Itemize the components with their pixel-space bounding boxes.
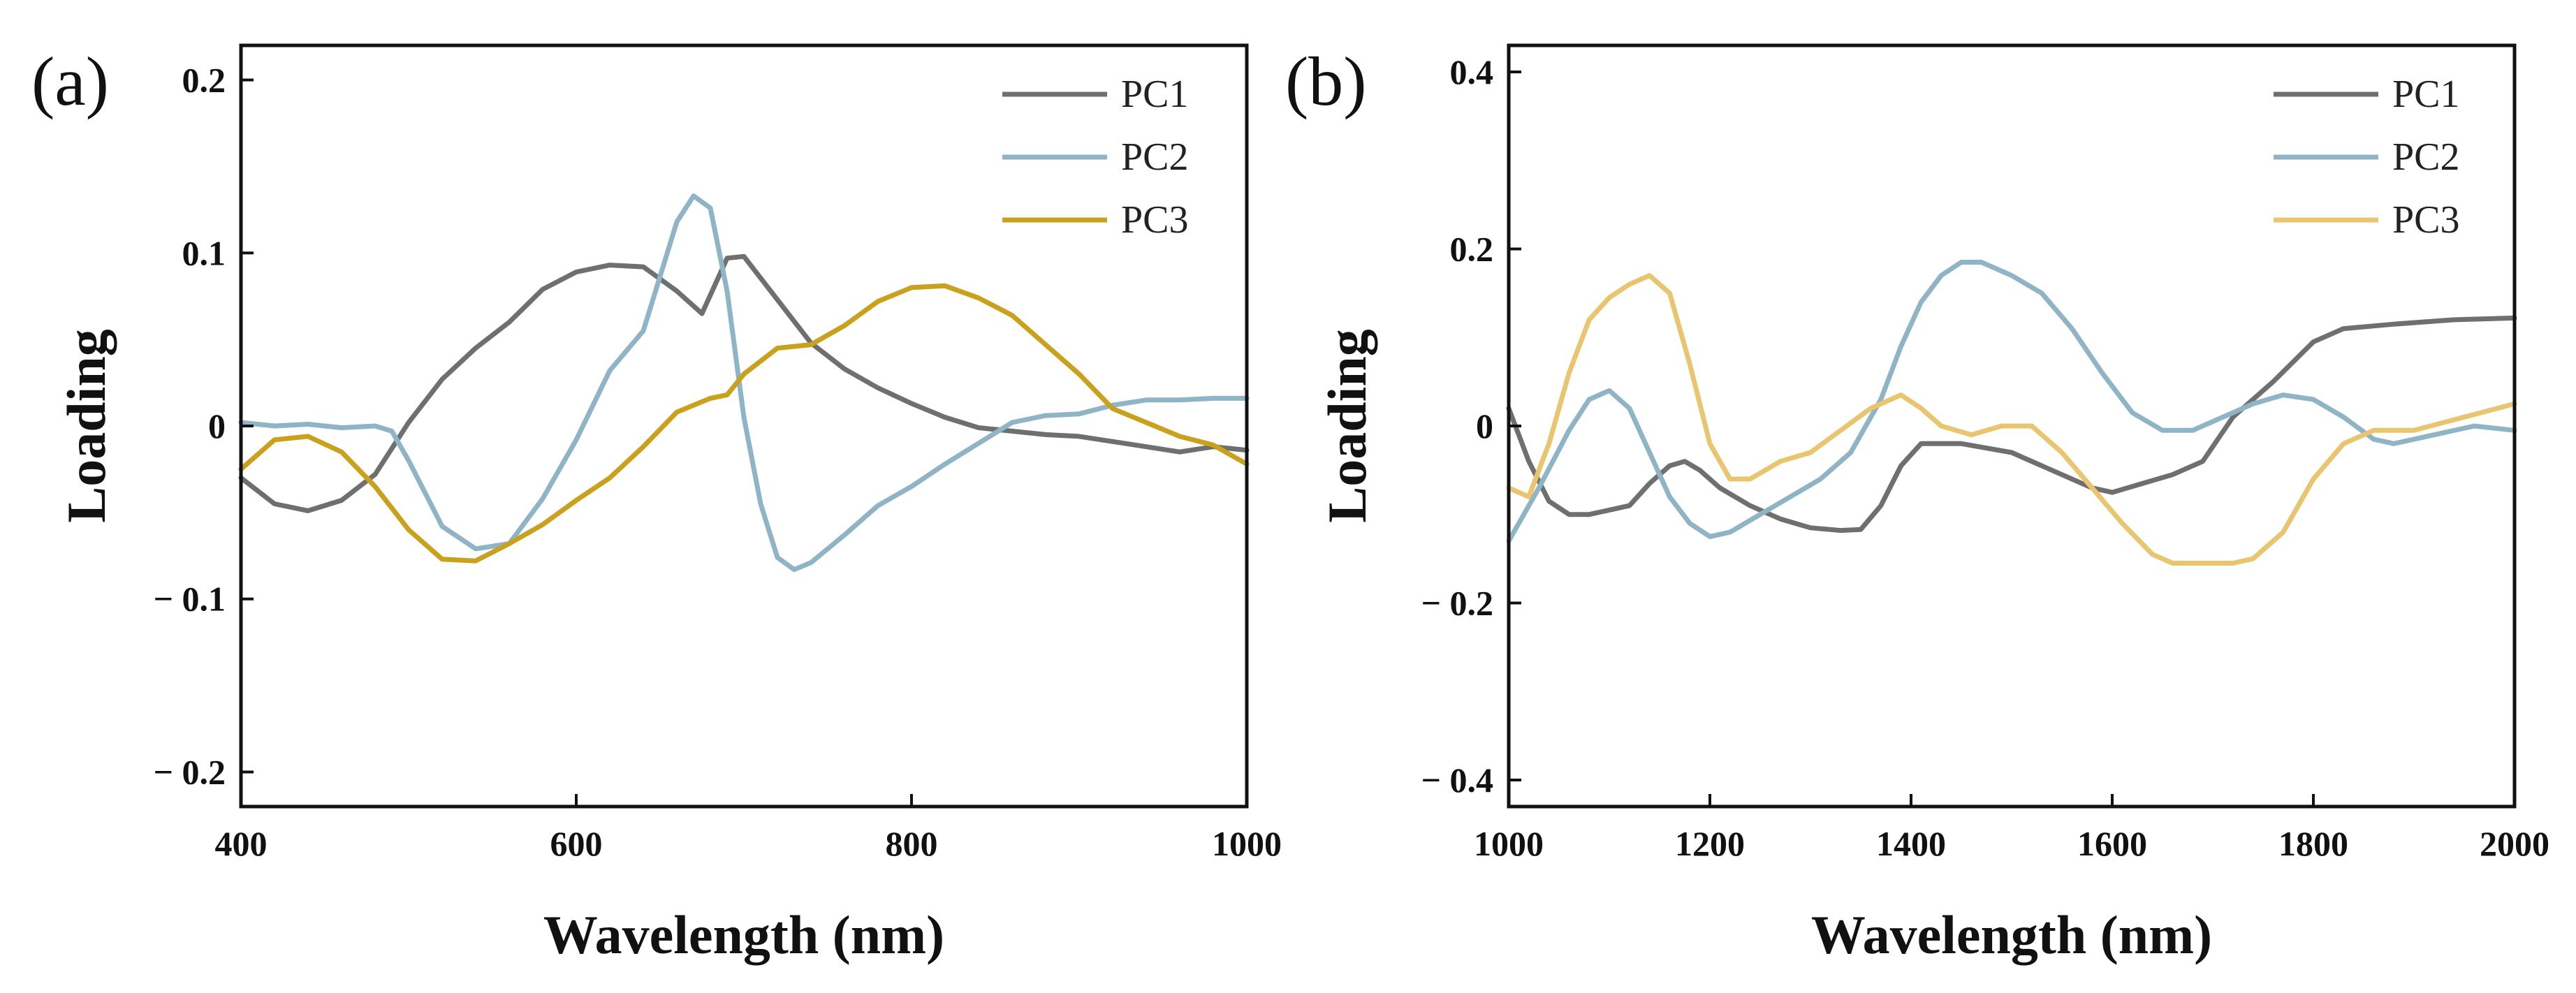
panel-b-series <box>1506 260 2517 566</box>
panel-b-series-pc2 <box>1506 260 2517 544</box>
panel-a-y-tick-label: − 0.2 <box>154 752 226 791</box>
panel-b-x-tick-label: 1400 <box>1876 824 1946 863</box>
panel-b-series-pc3 <box>1506 273 2517 566</box>
panel-label-b: (b) <box>1285 43 1367 120</box>
panel-b-legend-label-pc2: PC2 <box>2392 135 2460 179</box>
panel-b-y-tick-label: − 0.4 <box>1421 760 1494 800</box>
panel-a-series-pc3 <box>238 283 1250 564</box>
panel-a-y-axis-title: Loading <box>56 329 117 522</box>
panel-a-legend-label-pc2: PC2 <box>1121 135 1189 179</box>
panel-a-y-tick-label: − 0.1 <box>154 580 226 619</box>
panel-b-x-tick-label: 1800 <box>2278 824 2348 863</box>
panel-b-x-tick-label: 1200 <box>1675 824 1745 863</box>
panel-a-series-pc2 <box>238 193 1250 573</box>
panel-b-y-axis-title: Loading <box>1317 329 1377 522</box>
panel-a-x-tick-label: 1000 <box>1212 824 1282 863</box>
panel-b: (b) 1000 1200 1400 1600 1800 2000 0.4 0.2 0 − 0.2… <box>1285 43 2549 965</box>
panel-a-x-tick-label: 800 <box>886 824 938 863</box>
panel-a-x-tick-label: 400 <box>215 824 268 863</box>
panel-a-legend-label-pc3: PC3 <box>1121 198 1189 242</box>
panel-b-y-tick-label: 0.2 <box>1450 230 1494 269</box>
panel-a-ticks: 400 600 800 1000 0.2 0.1 0 − 0.1 − 0.2 <box>154 61 1282 863</box>
panel-b-x-tick-label: 1000 <box>1474 824 1544 863</box>
panel-a-series <box>238 193 1250 573</box>
panel-a-y-tick-label: 0.1 <box>182 233 226 272</box>
panel-b-y-tick-label: 0 <box>1476 406 1493 446</box>
panel-a-y-tick-label: 0 <box>208 406 226 446</box>
panel-b-x-axis-title: Wavelength (nm) <box>1811 904 2212 965</box>
panel-label-a: (a) <box>31 43 109 120</box>
panel-b-legend: PC1 PC2 PC3 <box>2274 73 2460 242</box>
panel-b-legend-label-pc3: PC3 <box>2392 198 2460 242</box>
panel-a-legend-label-pc1: PC1 <box>1121 73 1189 116</box>
panel-b-x-tick-label: 1600 <box>2077 824 2147 863</box>
panel-b-y-tick-label: − 0.2 <box>1421 583 1494 622</box>
panel-a-x-axis-title: Wavelength (nm) <box>543 904 944 965</box>
panel-b-x-tick-label: 2000 <box>2480 824 2549 863</box>
panel-b-legend-label-pc1: PC1 <box>2392 73 2460 116</box>
panel-a: (a) 400 600 800 1000 0.2 0.1 0 − 0.1 − 0.2 Loadi… <box>31 43 1282 965</box>
panel-b-y-tick-label: 0.4 <box>1450 52 1494 91</box>
panel-a-x-tick-label: 600 <box>550 824 603 863</box>
panel-b-ticks: 1000 1200 1400 1600 1800 2000 0.4 0.2 0 − 0.2 − 0.… <box>1421 52 2550 863</box>
panel-a-series-pc1 <box>238 253 1250 513</box>
panel-a-y-tick-label: 0.2 <box>182 61 226 100</box>
panel-a-legend: PC1 PC2 PC3 <box>1002 73 1189 242</box>
